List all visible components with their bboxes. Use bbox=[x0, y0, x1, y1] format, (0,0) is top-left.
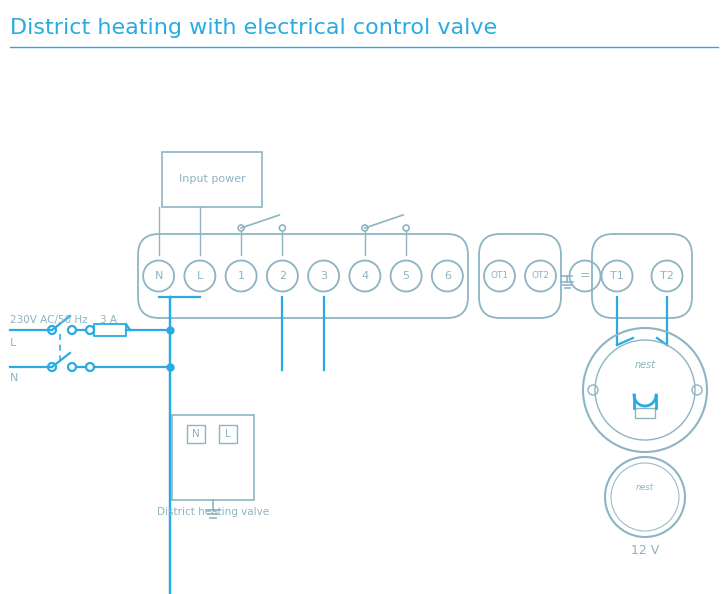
Text: 2: 2 bbox=[279, 271, 286, 281]
Text: L: L bbox=[10, 338, 16, 348]
Text: 3: 3 bbox=[320, 271, 327, 281]
Bar bbox=[172, 415, 254, 500]
Text: 6: 6 bbox=[444, 271, 451, 281]
Text: L: L bbox=[197, 271, 203, 281]
Text: N: N bbox=[192, 429, 200, 439]
Text: Input power: Input power bbox=[178, 175, 245, 185]
Text: =: = bbox=[579, 270, 590, 283]
Text: District heating valve: District heating valve bbox=[157, 507, 269, 517]
Bar bbox=[94, 324, 126, 336]
Text: 3 A: 3 A bbox=[100, 315, 116, 325]
Text: OT2: OT2 bbox=[531, 271, 550, 280]
Text: nest: nest bbox=[636, 482, 654, 491]
Text: N: N bbox=[10, 373, 18, 383]
Text: L: L bbox=[225, 429, 231, 439]
Text: 5: 5 bbox=[403, 271, 410, 281]
Text: 4: 4 bbox=[361, 271, 368, 281]
Bar bbox=[219, 425, 237, 443]
Text: District heating with electrical control valve: District heating with electrical control… bbox=[10, 18, 497, 38]
Text: T1: T1 bbox=[610, 271, 624, 281]
Text: OT1: OT1 bbox=[491, 271, 509, 280]
Text: 1: 1 bbox=[237, 271, 245, 281]
Text: 230V AC/50 Hz: 230V AC/50 Hz bbox=[10, 315, 87, 325]
Text: nest: nest bbox=[634, 360, 655, 370]
Text: 12 V: 12 V bbox=[631, 545, 659, 558]
Bar bbox=[162, 152, 262, 207]
Text: T2: T2 bbox=[660, 271, 674, 281]
Bar bbox=[635, 408, 655, 418]
Bar bbox=[187, 425, 205, 443]
Text: N: N bbox=[154, 271, 163, 281]
